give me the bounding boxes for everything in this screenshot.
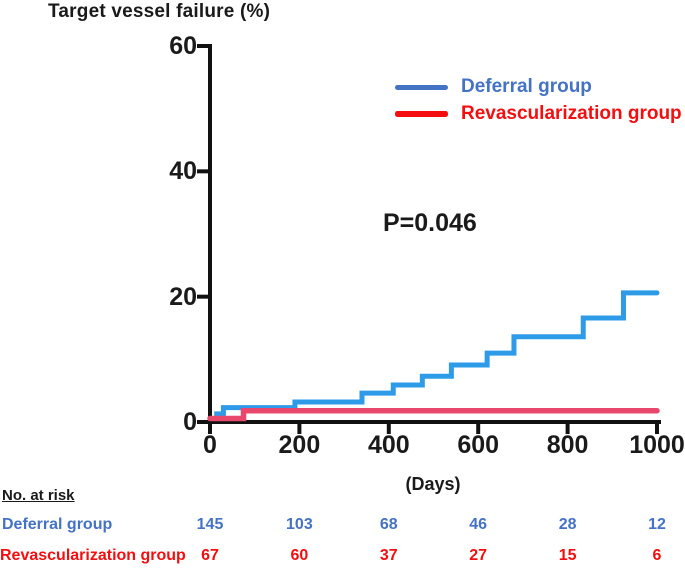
risk-table-header: No. at risk — [2, 487, 75, 504]
risk-count: 67 — [201, 547, 219, 564]
risk-count: 37 — [379, 547, 398, 564]
risk-count: 103 — [286, 516, 313, 533]
legend-label-revascularization: Revascularization group — [461, 103, 682, 124]
revascularization-line-swatch-icon — [395, 111, 448, 117]
legend-item-deferral: Deferral group — [395, 76, 592, 98]
risk-count: 28 — [558, 516, 577, 533]
x-axis-tick-label: 200 — [278, 431, 321, 459]
risk-row-label-deferral: Deferral group — [2, 516, 113, 533]
risk-count: 12 — [648, 516, 666, 533]
risk-count: 60 — [290, 547, 309, 564]
y-axis-tick-label: 40 — [169, 157, 197, 186]
deferral-line-swatch-icon — [395, 84, 448, 90]
y-axis-tick-label: 60 — [169, 32, 197, 60]
y-axis-tick-label: 0 — [183, 408, 197, 436]
y-axis-tick-label: 20 — [169, 282, 197, 311]
legend-item-revascularization: Revascularization group — [395, 103, 682, 125]
risk-count: 68 — [379, 516, 398, 533]
risk-count: 145 — [196, 516, 224, 533]
x-axis-tick-label: 800 — [546, 431, 589, 459]
risk-row-label-revascularization: Revascularization group — [0, 547, 186, 564]
p-value-annotation: P=0.046 — [383, 209, 477, 237]
legend-label-deferral: Deferral group — [461, 76, 592, 97]
deferral-curve — [207, 290, 660, 421]
x-axis-tick-label: 400 — [367, 431, 410, 459]
x-axis-tick-label: 0 — [203, 431, 217, 459]
risk-count: 46 — [469, 516, 488, 533]
x-axis-tick-label: 600 — [457, 431, 500, 459]
risk-count: 27 — [469, 547, 488, 564]
revascularization-curve — [207, 407, 660, 422]
x-axis-title: (Days) — [405, 474, 461, 494]
risk-count: 6 — [652, 547, 662, 564]
chart-title: Target vessel failure (%) — [48, 1, 271, 22]
risk-count: 15 — [558, 547, 577, 564]
x-axis-tick-label: 1000 — [629, 431, 685, 459]
